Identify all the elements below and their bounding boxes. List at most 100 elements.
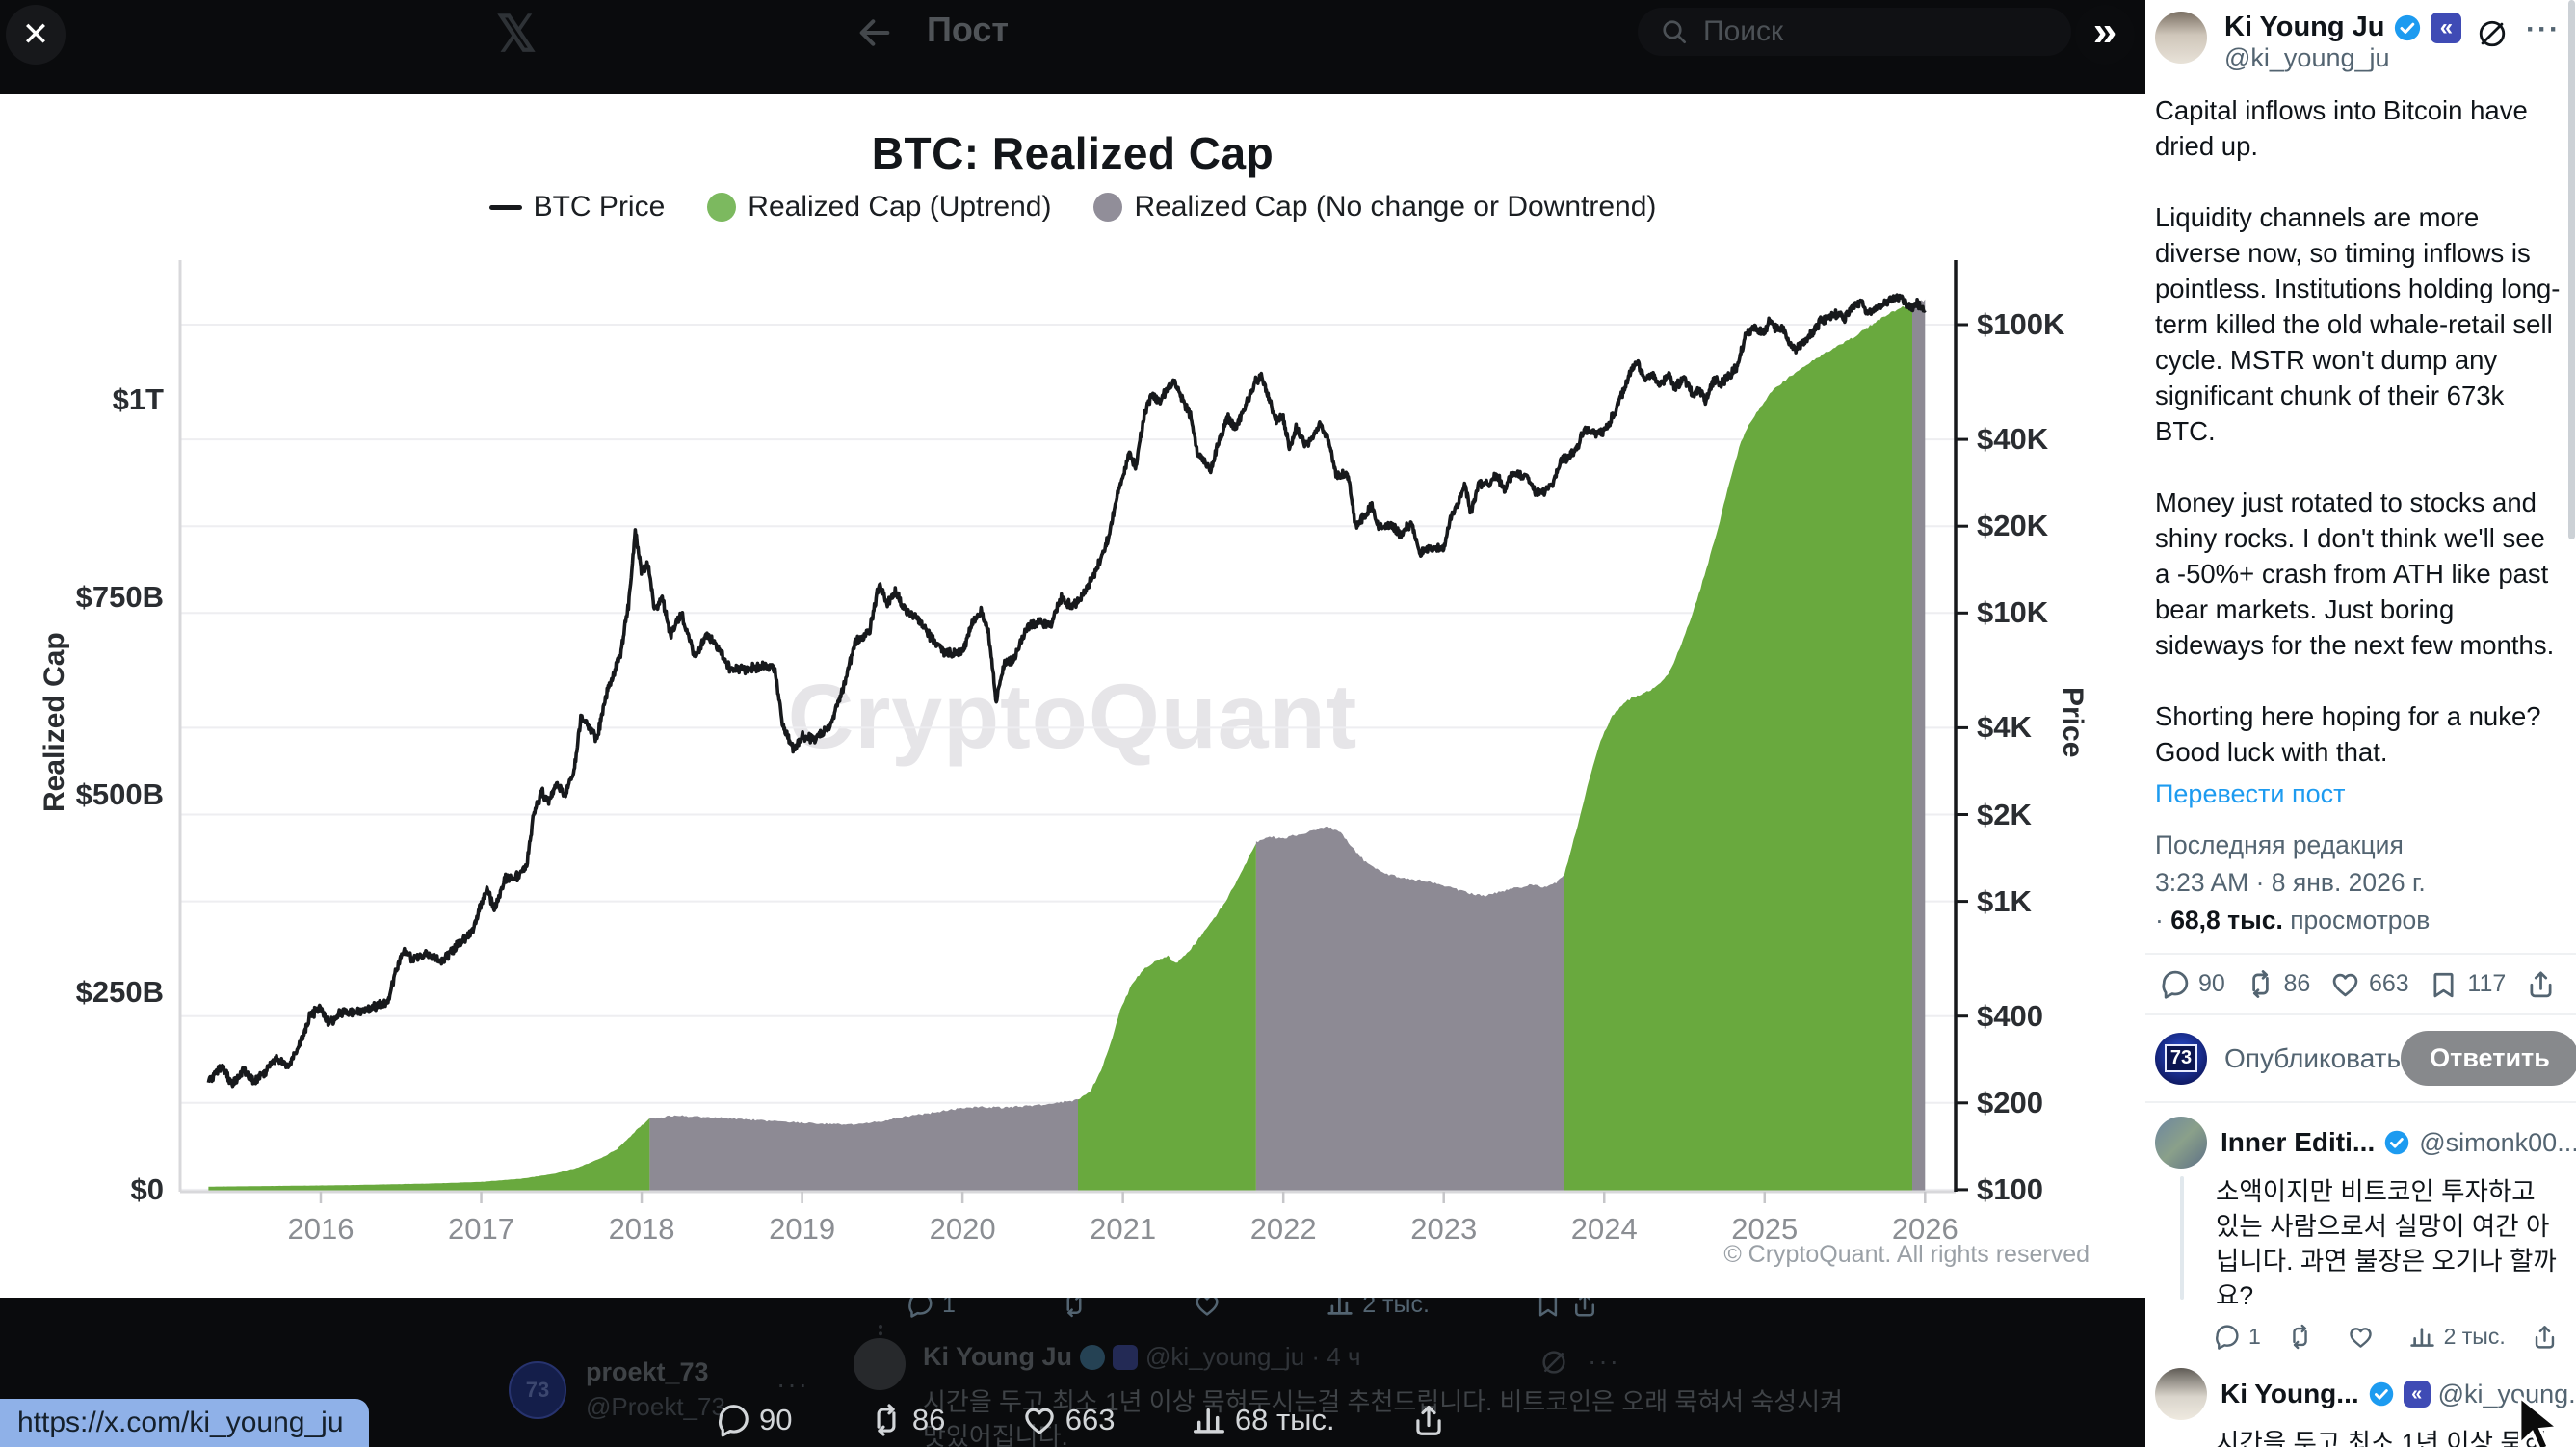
reply-text: 시간을 두고 최소 1년 이상 묵혀두시는걸 추천드립니다. 비트코인은 오래 … <box>2216 1429 2547 1447</box>
dim-reply-text2: 맛있어집니다. <box>923 1422 1068 1447</box>
reply-author-handle[interactable]: @simonk00... <box>2419 1127 2576 1157</box>
share-button[interactable] <box>1410 1402 1447 1438</box>
views-count: 68,8 тыс. <box>2170 906 2283 934</box>
tick-label: 2016 <box>287 1212 355 1246</box>
comment-button[interactable]: 1 <box>2213 1323 2261 1351</box>
share-icon <box>2531 1323 2559 1351</box>
share-button[interactable] <box>2531 1323 2559 1351</box>
watermark: CryptoQuant <box>787 666 1358 768</box>
author-name[interactable]: Ki Young Ju <box>2224 12 2385 42</box>
top-bar: 𝕏 Пост Поиск <box>0 0 2145 94</box>
tick-label: 2022 <box>1249 1212 1317 1246</box>
avatar[interactable] <box>2155 12 2207 64</box>
tick-label: 2020 <box>929 1212 996 1246</box>
chevrons-right-icon: » <box>2092 8 2117 55</box>
reply-author-name[interactable]: Inner Editi... <box>2221 1127 2376 1157</box>
chart-plot <box>178 260 1968 1203</box>
tweet-header: Ki Young Ju « @ki_young_ju ··· <box>2145 0 2576 73</box>
comment-button[interactable]: 90 <box>715 1402 792 1438</box>
reply-author-name[interactable]: Ki Young... <box>2221 1379 2359 1408</box>
reply-item[interactable]: Ki Young... « @ki_young... · 4 ч ··· 시간을… <box>2145 1364 2576 1447</box>
dim-reply-stats: 1 2 тыс. <box>906 1298 1599 1319</box>
tweet-text: Capital inflows into Bitcoin have dried … <box>2155 95 2561 767</box>
close-icon: ✕ <box>21 16 50 53</box>
legend-realized-cap-downtrend: Realized Cap (No change or Downtrend) <box>1093 191 1656 224</box>
like-button[interactable]: 663 <box>1021 1402 1115 1438</box>
share-button[interactable] <box>2525 968 2557 1000</box>
repost-button[interactable]: 86 <box>2245 968 2310 1000</box>
reply-author-handle[interactable]: @ki_young... <box>2437 1379 2576 1408</box>
tick-label: $100 <box>1977 1171 2043 1206</box>
comment-icon <box>906 1298 934 1319</box>
tick-label: $1T <box>112 382 164 416</box>
verified-icon <box>1080 1344 1105 1370</box>
affiliate-badge-icon[interactable]: « <box>2431 12 2462 43</box>
legend-label: Realized Cap (Uptrend) <box>748 191 1052 223</box>
chart-image: BTC: Realized Cap BTC Price Realized Cap… <box>0 94 2145 1298</box>
status-bar-url: https://x.com/ki_young_ju <box>0 1399 369 1447</box>
grok-icon[interactable] <box>2476 17 2509 50</box>
left-axis-title: Realized Cap <box>39 632 70 812</box>
line-marker-icon <box>488 204 522 210</box>
tick-label: $40K <box>1977 422 2049 457</box>
like-button[interactable] <box>2347 1323 2382 1351</box>
reply-item[interactable]: Inner Editi... @simonk00... · 6 ч ··· 소액… <box>2145 1103 2576 1364</box>
tick-label: $250B <box>75 975 164 1009</box>
like-button[interactable]: 663 <box>2329 968 2409 1000</box>
tick-label: $200 <box>1977 1085 2043 1119</box>
repost-icon <box>1060 1298 1089 1319</box>
translate-post-link[interactable]: Перевести пост <box>2155 779 2346 808</box>
tick-label: $100K <box>1977 307 2065 341</box>
collapse-sidebar-button[interactable]: » <box>2075 5 2135 65</box>
search-input[interactable]: Поиск <box>1638 8 2071 56</box>
avatar[interactable] <box>2155 1117 2207 1169</box>
comment-button[interactable]: 90 <box>2159 968 2225 1000</box>
tick-label: $4K <box>1977 710 2032 745</box>
tick-label: $0 <box>130 1172 164 1206</box>
photo-modal-action-bar: 90 86 663 68 тыс. <box>715 1402 1447 1438</box>
share-icon <box>2525 968 2557 1000</box>
edited-label[interactable]: Последняя редакция <box>2155 830 2404 859</box>
verified-icon <box>2393 13 2423 42</box>
legend-label: BTC Price <box>533 191 666 223</box>
more-icon: ··· <box>776 1369 809 1399</box>
search-placeholder: Поиск <box>1703 15 1784 47</box>
comment-icon <box>715 1402 751 1438</box>
affiliate-badge-icon <box>1113 1344 1138 1370</box>
views-icon <box>2408 1323 2436 1351</box>
bookmark-button[interactable]: 117 <box>2428 968 2506 1000</box>
repost-icon <box>2245 968 2276 1000</box>
verified-icon <box>2367 1380 2396 1408</box>
bookmark-icon <box>2428 968 2459 1000</box>
avatar-73-label: 73 <box>2164 1044 2198 1072</box>
tick-label: $500B <box>75 777 164 811</box>
close-photo-button[interactable]: ✕ <box>6 5 66 65</box>
right-axis-title: Price <box>2057 687 2089 758</box>
tick-label: 2025 <box>1731 1212 1799 1246</box>
tick-label: 2018 <box>608 1212 675 1246</box>
chart-legend: BTC Price Realized Cap (Uptrend) Realize… <box>0 191 2145 224</box>
reply-submit-button[interactable]: Ответить <box>2401 1031 2576 1086</box>
more-button[interactable]: ··· <box>2526 13 2561 45</box>
comment-icon <box>2213 1323 2241 1351</box>
tick-label: 2026 <box>1891 1212 1958 1246</box>
repost-button[interactable] <box>2286 1323 2322 1351</box>
tick-label: 2017 <box>448 1212 514 1246</box>
tick-label: 2019 <box>769 1212 836 1246</box>
views-button[interactable]: 2 тыс. <box>2408 1323 2506 1351</box>
repost-button[interactable]: 86 <box>868 1402 945 1438</box>
back-arrow-icon <box>854 12 896 54</box>
tick-label: $1K <box>1977 883 2032 918</box>
like-icon <box>2329 968 2361 1000</box>
avatar[interactable]: 73 <box>2155 1032 2207 1085</box>
tick-label: $20K <box>1977 509 2049 543</box>
views-button[interactable]: 68 тыс. <box>1191 1402 1335 1438</box>
author-handle[interactable]: @ki_young_ju <box>2224 43 2390 72</box>
sidebar-scrollbar[interactable] <box>2568 0 2575 1447</box>
tick-label: $2K <box>1977 797 2032 831</box>
legend-label: Realized Cap (No change or Downtrend) <box>1134 191 1657 223</box>
avatar[interactable] <box>2155 1368 2207 1420</box>
tick-label: 2023 <box>1410 1212 1478 1246</box>
reply-input[interactable]: Опубликовать <box>2224 1042 2402 1073</box>
